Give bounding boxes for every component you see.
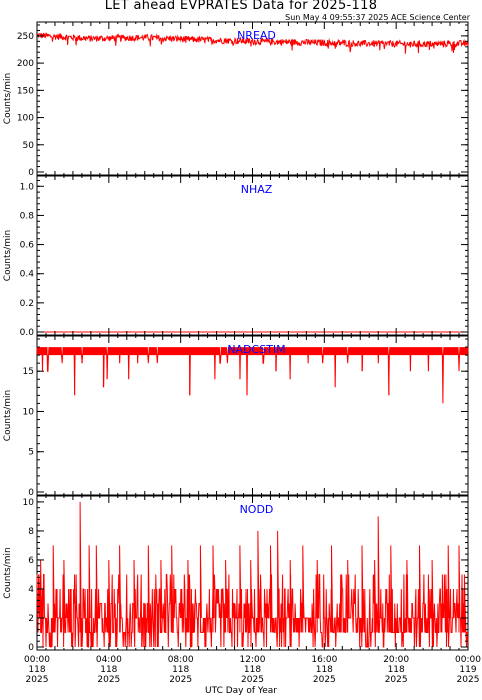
x-tick-year-label: 2025 [457,675,480,685]
x-tick-time-label: 12:00 [240,655,266,665]
nadcstim-ytick-label: 0 [28,488,34,498]
x-tick-time-label: 04:00 [96,655,122,665]
nread-ytick-label: 200 [17,59,34,69]
nodd-panel-label: NODD [240,503,274,516]
nhaz-ytick-label: 0.0 [20,328,35,338]
nread-ytick-label: 0 [28,168,34,178]
nhaz-ytick-label: 0.4 [20,270,35,280]
nread-data-line [36,32,469,54]
chart-title: LET ahead EVPRATES Data for 2025-118 [104,0,378,13]
nread-ytick-label: 150 [17,86,34,96]
x-tick-time-label: 00:00 [24,655,50,665]
nodd-ytick-label: 6 [28,556,34,566]
x-tick-time-label: 20:00 [383,655,409,665]
nodd-ytick-label: 8 [28,527,34,537]
x-tick-year-label: 2025 [385,675,408,685]
nread-ytick-label: 250 [17,32,34,42]
nread-panel-label: NREAD [237,29,276,42]
x-tick-doy-label: 118 [172,665,189,675]
nodd-ytick-label: 2 [28,614,34,624]
nadcstim-panel-frame [36,335,469,496]
x-axis-title: UTC Day of Year [205,686,277,696]
nodd-ytick-label: 0 [28,643,34,653]
nodd-ytick-label: 4 [28,585,34,595]
x-tick-time-label: 16:00 [311,655,337,665]
x-tick-time-label: 08:00 [168,655,194,665]
nhaz-y-axis-label: Counts/min [3,230,13,281]
timestamp-label: Sun May 4 09:55:37 2025 ACE Science Cent… [285,13,470,22]
x-tick-year-label: 2025 [241,675,264,685]
nodd-ytick-label: 10 [23,498,35,508]
x-tick-year-label: 2025 [26,675,49,685]
x-tick-year-label: 2025 [97,675,120,685]
nhaz-ytick-label: 0.2 [20,299,34,309]
nadcstim-ytick-label: 15 [23,367,34,377]
x-tick-doy-label: 119 [459,665,476,675]
nhaz-ytick-label: 1.0 [20,182,35,192]
nhaz-panel-frame [36,175,469,336]
nread-ytick-label: 100 [17,114,34,124]
nodd-y-axis-label: Counts/min [3,547,13,598]
x-tick-doy-label: 118 [388,665,405,675]
x-tick-year-label: 2025 [313,675,336,685]
x-tick-doy-label: 118 [100,665,117,675]
nread-y-axis-label: Counts/min [3,73,13,124]
x-tick-doy-label: 118 [28,665,45,675]
nread-ytick-label: 50 [23,141,35,151]
nhaz-panel-label: NHAZ [241,183,273,196]
nadcstim-data-line [36,347,469,404]
nadcstim-panel-label: NADCSTIM [227,343,285,356]
x-tick-time-label: 00:00 [455,655,481,665]
x-tick-year-label: 2025 [169,675,192,685]
nadcstim-ytick-label: 10 [23,407,35,417]
x-tick-doy-label: 118 [244,665,261,675]
nodd-data-line [36,501,469,648]
nadcstim-ytick-label: 5 [28,448,34,458]
nadcstim-y-axis-label: Counts/min [3,390,13,441]
nhaz-ytick-label: 0.8 [20,211,35,221]
nhaz-ytick-label: 0.6 [20,241,35,251]
x-tick-doy-label: 118 [316,665,333,675]
